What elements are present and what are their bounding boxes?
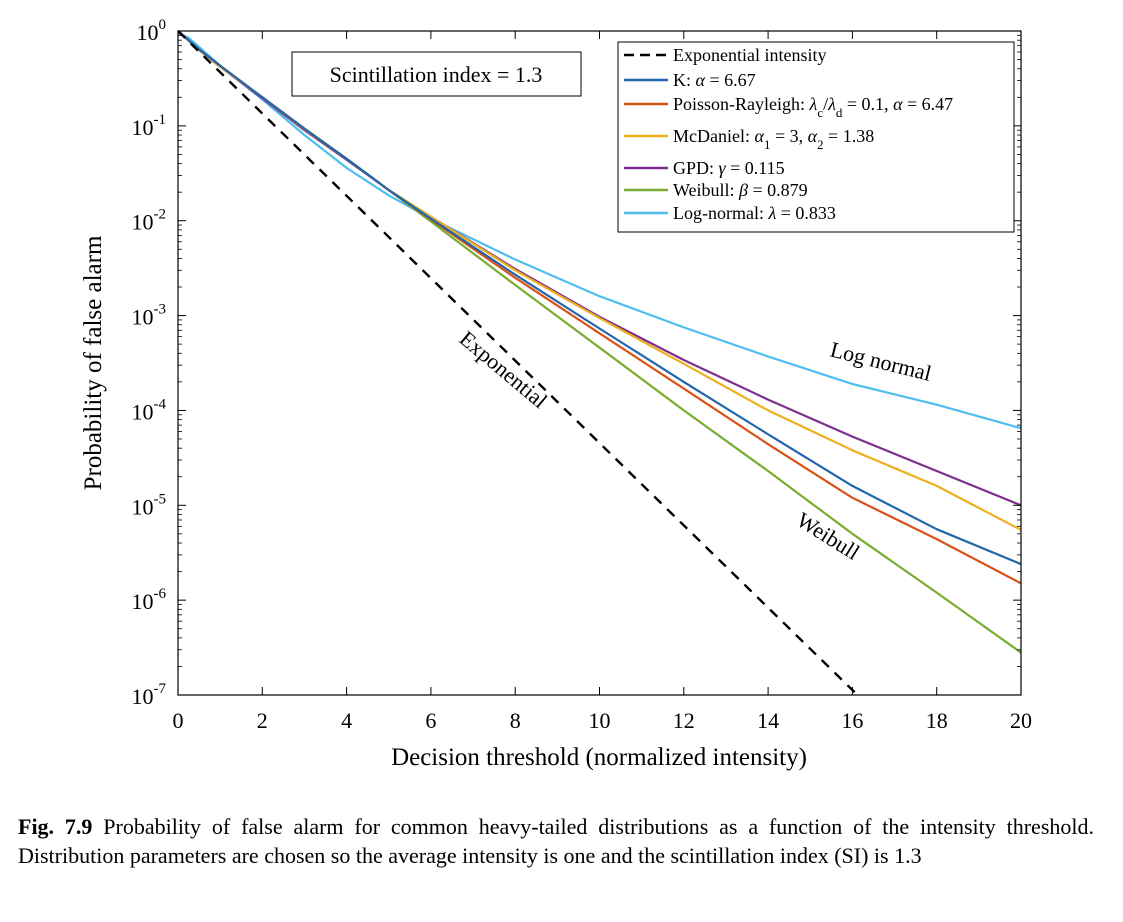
curve-label-exponential: Exponential [455,326,553,413]
annotation-box: Scintillation index = 1.3 [291,51,582,97]
legend: Exponential intensity K: α = 6.67 Poisson-… [617,41,1015,233]
series-line-exp [177,30,859,696]
caption-text: Probability of false alarm for common he… [18,814,1094,868]
y-tick-label: 10-4 [132,396,167,424]
y-tick-label: 100 [137,17,167,45]
series-line-k [177,30,1022,566]
y-tick-label: 10-6 [132,586,167,614]
x-tick-label: 16 [841,708,863,733]
legend-entry-mcd: McDaniel: α1 = 3, α2 = 1.38 [673,126,874,152]
x-tick-label: 2 [257,708,268,733]
y-tick-label: 10-1 [132,112,167,140]
y-tick-label: 10-3 [132,302,167,330]
figure-caption: Fig. 7.9 Probability of false alarm for … [18,812,1094,870]
x-tick-label: 6 [425,708,436,733]
series-lines [177,30,1022,696]
false-alarm-chart: 0 2 4 6 8 10 12 14 16 18 20 100 10-1 10-2 10-3 10-4 10-5… [80,17,1033,771]
x-tick-label: 12 [673,708,695,733]
legend-entry-wei: Weibull: β = 0.879 [673,180,808,200]
annotation-text: Scintillation index = 1.3 [330,62,543,87]
x-tick-label: 4 [341,708,352,733]
x-tick-label: 10 [589,708,611,733]
legend-entry-k: K: α = 6.67 [673,70,756,90]
legend-entry-ln: Log-normal: λ = 0.833 [673,203,836,223]
curve-label-log-normal: Log normal [828,337,934,386]
x-tick-label: 0 [173,708,184,733]
legend-entry-pr: Poisson-Rayleigh: λc/λd = 0.1, α = 6.47 [673,94,953,120]
y-tick-label: 10-2 [132,207,167,235]
y-axis-label: Probability of false alarm [80,235,107,490]
x-tick-label: 20 [1010,708,1032,733]
caption-label: Fig. 7.9 [18,814,93,839]
x-tick-label: 8 [510,708,521,733]
y-tick-label: 10-5 [132,491,167,519]
x-tick-label: 18 [926,708,948,733]
legend-entry-gpd: GPD: γ = 0.115 [673,158,785,178]
x-tick-label: 14 [757,708,779,733]
x-axis-label: Decision threshold (normalized intensity… [391,744,807,771]
legend-entry-exp: Exponential intensity [673,45,826,65]
axis-ticks: 0 2 4 6 8 10 12 14 16 18 20 100 10-1 10-2 10-3 10-4 10-5… [132,17,1033,733]
y-tick-label: 10-7 [132,681,167,709]
